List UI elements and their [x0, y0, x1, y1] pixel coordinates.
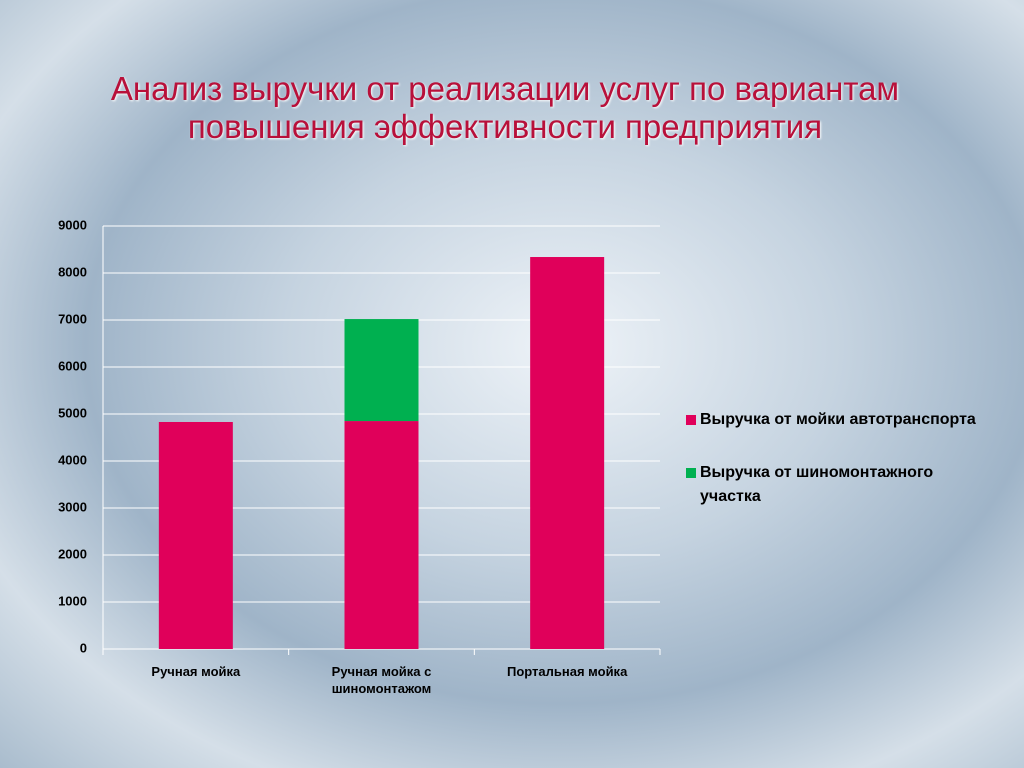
bar-segment — [344, 319, 419, 422]
legend-label: Выручка от шиномонтажного участка — [700, 464, 934, 505]
y-tick-label: 1000 — [58, 593, 87, 608]
bar-segment — [158, 421, 233, 649]
y-tick-label: 7000 — [58, 311, 87, 326]
bar-segment — [530, 257, 605, 649]
y-tick-label: 4000 — [58, 452, 87, 467]
chart-title: Анализ выручки от реализации услуг по ва… — [110, 70, 900, 145]
y-tick-label: 3000 — [58, 499, 87, 514]
y-tick-label: 9000 — [58, 217, 87, 232]
x-tick-label: Ручная мойка — [151, 664, 241, 679]
legend-swatch — [686, 415, 696, 425]
legend-label: Выручка от мойки автотранспорта — [700, 411, 976, 428]
legend-swatch — [686, 468, 696, 478]
y-tick-label: 2000 — [58, 546, 87, 561]
x-tick-label: Ручная мойка с шиномонтажом — [331, 664, 432, 696]
y-tick-label: 0 — [80, 640, 87, 655]
bar-segment — [344, 421, 419, 649]
x-tick-label: Портальная мойка — [507, 664, 628, 679]
y-tick-label: 6000 — [58, 358, 87, 373]
y-tick-label: 5000 — [58, 405, 87, 420]
y-tick-label: 8000 — [58, 264, 87, 279]
